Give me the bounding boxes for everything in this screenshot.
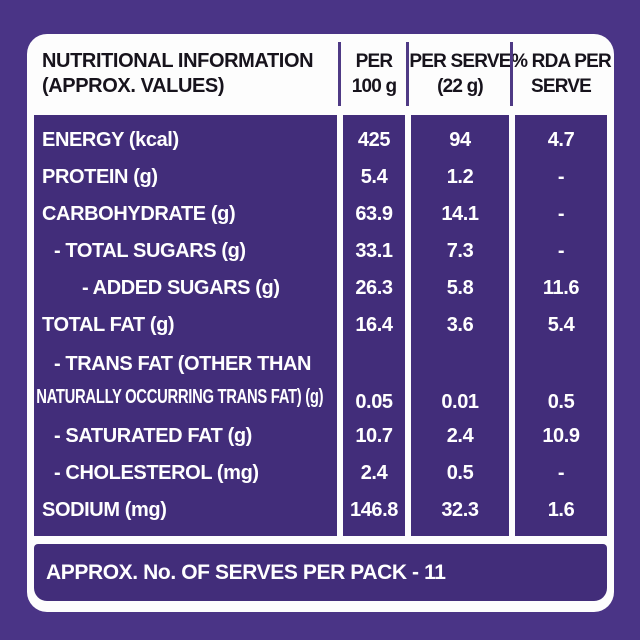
row-label-carbohydrate: CARBOHYDRATE (g): [42, 203, 236, 225]
body-footer-gap: [34, 536, 607, 544]
header-label-line1: NUTRITIONAL INFORMATION: [42, 50, 314, 72]
value-cholesterol-rda: -: [557, 462, 565, 484]
value-protein-per-100g: 5.4: [360, 166, 388, 188]
row-label-protein: PROTEIN (g): [42, 166, 158, 188]
value-total-sugars-per-100g: 33.1: [355, 240, 393, 262]
header-serve-line2: (22 g): [437, 76, 484, 97]
value-trans-fat-per-100g: 0.05: [343, 344, 405, 418]
header-per-serve: PER SERVE (22 g): [409, 41, 511, 107]
value-saturated-fat-per-serve: 2.4: [446, 425, 474, 447]
row-label-saturated-fat: - SATURATED FAT (g): [54, 425, 252, 447]
header-label-line2: (APPROX. VALUES): [42, 75, 225, 97]
value-total-sugars-rda: -: [557, 240, 565, 262]
value-trans-fat-rda: 0.5: [515, 344, 607, 418]
table-body: ENERGY (kcal) PROTEIN (g) CARBOHYDRATE (…: [34, 115, 607, 536]
value-cholesterol-per-100g: 2.4: [360, 462, 388, 484]
header-rda-line1: % RDA PER: [511, 51, 612, 72]
value-total-fat-rda: 5.4: [547, 314, 575, 336]
value-energy-rda: 4.7: [547, 129, 575, 151]
value-energy-per-100g: 425: [357, 129, 391, 151]
value-carbohydrate-rda: -: [557, 203, 565, 225]
value-sodium-rda: 1.6: [547, 499, 575, 521]
value-saturated-fat-per-100g: 10.7: [355, 425, 393, 447]
trans-fat-label-line1: - TRANS FAT (OTHER THAN: [54, 353, 312, 375]
header-nutritional-information: NUTRITIONAL INFORMATION (APPROX. VALUES): [34, 41, 337, 107]
header-body-gap: [34, 107, 607, 115]
trans-fat-per-100g-value: 0.05: [355, 391, 393, 413]
value-added-sugars-rda: 11.6: [542, 277, 580, 299]
value-protein-per-serve: 1.2: [446, 166, 474, 188]
row-label-sodium: SODIUM (mg): [42, 499, 167, 521]
column-nutrient-labels: ENERGY (kcal) PROTEIN (g) CARBOHYDRATE (…: [34, 115, 337, 536]
trans-fat-rda-value: 0.5: [547, 391, 575, 413]
header-per-100g: PER 100 g: [343, 41, 405, 107]
value-added-sugars-per-100g: 26.3: [355, 277, 393, 299]
value-trans-fat-per-serve: 0.01: [411, 344, 509, 418]
header-serve-line1: PER SERVE: [409, 51, 511, 72]
value-carbohydrate-per-serve: 14.1: [441, 203, 479, 225]
trans-fat-per-serve-value: 0.01: [441, 391, 479, 413]
row-label-cholesterol: - CHOLESTEROL (mg): [54, 462, 259, 484]
header-column-divider: [338, 42, 341, 106]
value-total-fat-per-100g: 16.4: [355, 314, 393, 336]
value-sodium-per-100g: 146.8: [349, 499, 399, 521]
header-column-divider: [406, 42, 409, 106]
row-label-energy: ENERGY (kcal): [42, 129, 179, 151]
value-energy-per-serve: 94: [449, 129, 471, 151]
header-rda-per-serve: % RDA PER SERVE: [511, 41, 612, 107]
column-per-serve: 94 1.2 14.1 7.3 5.8 3.6 0.01 2.4 0.5 32.…: [411, 115, 509, 536]
header-column-divider: [510, 42, 513, 106]
nutrition-table-card: NUTRITIONAL INFORMATION (APPROX. VALUES)…: [27, 34, 614, 612]
row-label-total-fat: TOTAL FAT (g): [42, 314, 175, 336]
trans-fat-label-line2: NATURALLY OCCURRING TRANS FAT) (g): [36, 386, 324, 408]
serves-per-pack-note: APPROX. No. OF SERVES PER PACK - 11: [34, 544, 607, 601]
value-total-fat-per-serve: 3.6: [446, 314, 474, 336]
value-saturated-fat-rda: 10.9: [542, 425, 580, 447]
value-protein-rda: -: [557, 166, 565, 188]
header-per100-line2: 100 g: [351, 76, 397, 97]
table-header-row: NUTRITIONAL INFORMATION (APPROX. VALUES)…: [34, 41, 612, 107]
row-label-added-sugars: - ADDED SUGARS (g): [82, 277, 280, 299]
value-cholesterol-per-serve: 0.5: [446, 462, 474, 484]
value-carbohydrate-per-100g: 63.9: [355, 203, 393, 225]
value-total-sugars-per-serve: 7.3: [446, 240, 474, 262]
value-sodium-per-serve: 32.3: [441, 499, 479, 521]
header-per100-line1: PER: [355, 51, 393, 72]
column-per-100g: 425 5.4 63.9 33.1 26.3 16.4 0.05 10.7 2.…: [343, 115, 405, 536]
column-rda-per-serve: 4.7 - - - 11.6 5.4 0.5 10.9 - 1.6: [515, 115, 607, 536]
row-label-total-sugars: - TOTAL SUGARS (g): [54, 240, 246, 262]
row-label-trans-fat: - TRANS FAT (OTHER THAN NATURALLY OCCURR…: [34, 344, 337, 418]
header-rda-line2: SERVE: [530, 76, 592, 97]
value-added-sugars-per-serve: 5.8: [446, 277, 474, 299]
